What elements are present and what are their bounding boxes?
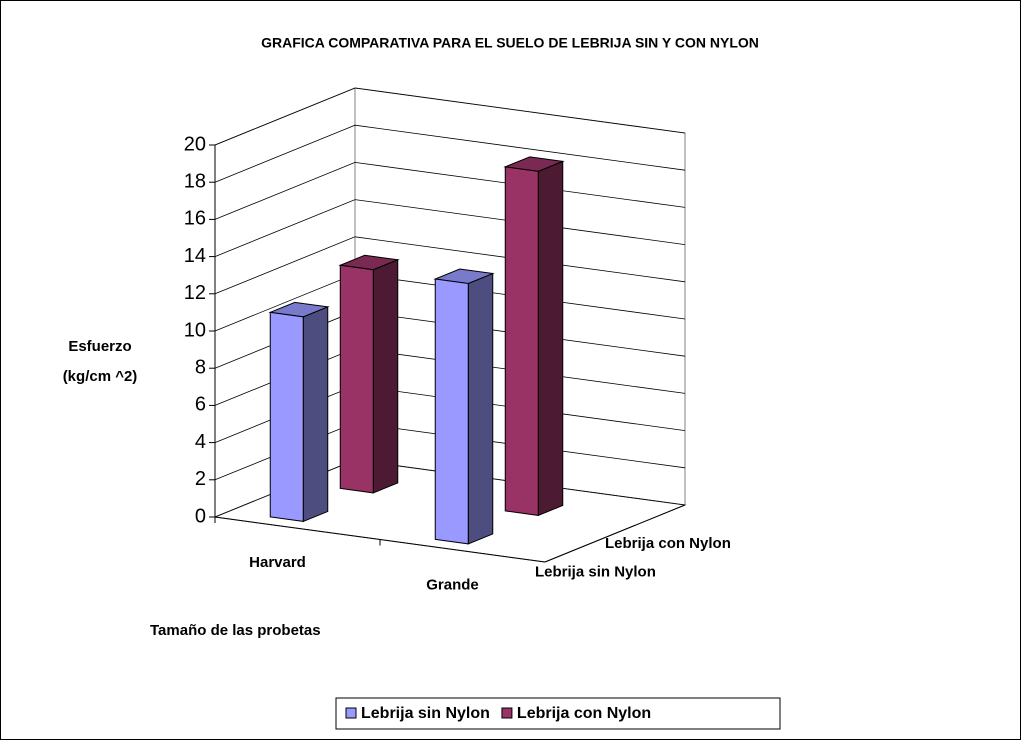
chart-title: GRAFICA COMPARATIVA PARA EL SUELO DE LEB… (261, 35, 759, 51)
y-tick-label: 20 (184, 133, 206, 155)
bar-front (504, 166, 539, 516)
legend-label: Lebrija con Nylon (517, 705, 651, 722)
x-tick-label: Grande (426, 577, 479, 594)
bar-front (269, 311, 304, 522)
y-tick-label: 0 (195, 505, 206, 527)
y-tick-label: 14 (184, 245, 206, 267)
grid-line (214, 199, 686, 257)
x-tick-label: Harvard (249, 554, 306, 571)
bar (268, 301, 330, 523)
y-tick-label: 2 (195, 468, 206, 490)
bar (503, 156, 565, 517)
bar-side (302, 306, 329, 523)
bar (433, 268, 495, 545)
bar-side (537, 160, 564, 517)
bar-side (467, 272, 494, 545)
bar-front (339, 264, 374, 494)
legend-swatch (345, 707, 357, 719)
y-tick-label: 12 (184, 282, 206, 304)
z-tick-label: Lebrija con Nylon (605, 535, 731, 552)
grid-line (214, 236, 686, 295)
legend-box (335, 697, 781, 730)
y-tick-label: 10 (184, 319, 206, 341)
z-tick-label: Lebrija sin Nylon (535, 564, 656, 581)
bar (338, 254, 400, 494)
grid-line (214, 161, 686, 220)
grid-line (214, 124, 686, 183)
x-axis-title: Tamaño de las probetas (150, 622, 321, 639)
y-tick-label: 6 (195, 394, 206, 416)
bar-side (372, 259, 399, 494)
y-tick-label: 16 (184, 208, 206, 230)
legend-label: Lebrija sin Nylon (361, 705, 490, 722)
legend: Lebrija sin Nylon Lebrija con Nylon (335, 697, 781, 730)
y-axis-title: Esfuerzo (68, 338, 131, 355)
z-axis (544, 504, 686, 563)
bar-front (434, 278, 469, 545)
legend-swatch (501, 707, 513, 719)
y-tick-label: 18 (184, 170, 206, 192)
y-tick-label: 8 (195, 356, 206, 378)
y-axis-title: (kg/cm ^2) (63, 368, 138, 385)
grid-line (214, 87, 686, 146)
y-tick-label: 4 (195, 431, 206, 453)
